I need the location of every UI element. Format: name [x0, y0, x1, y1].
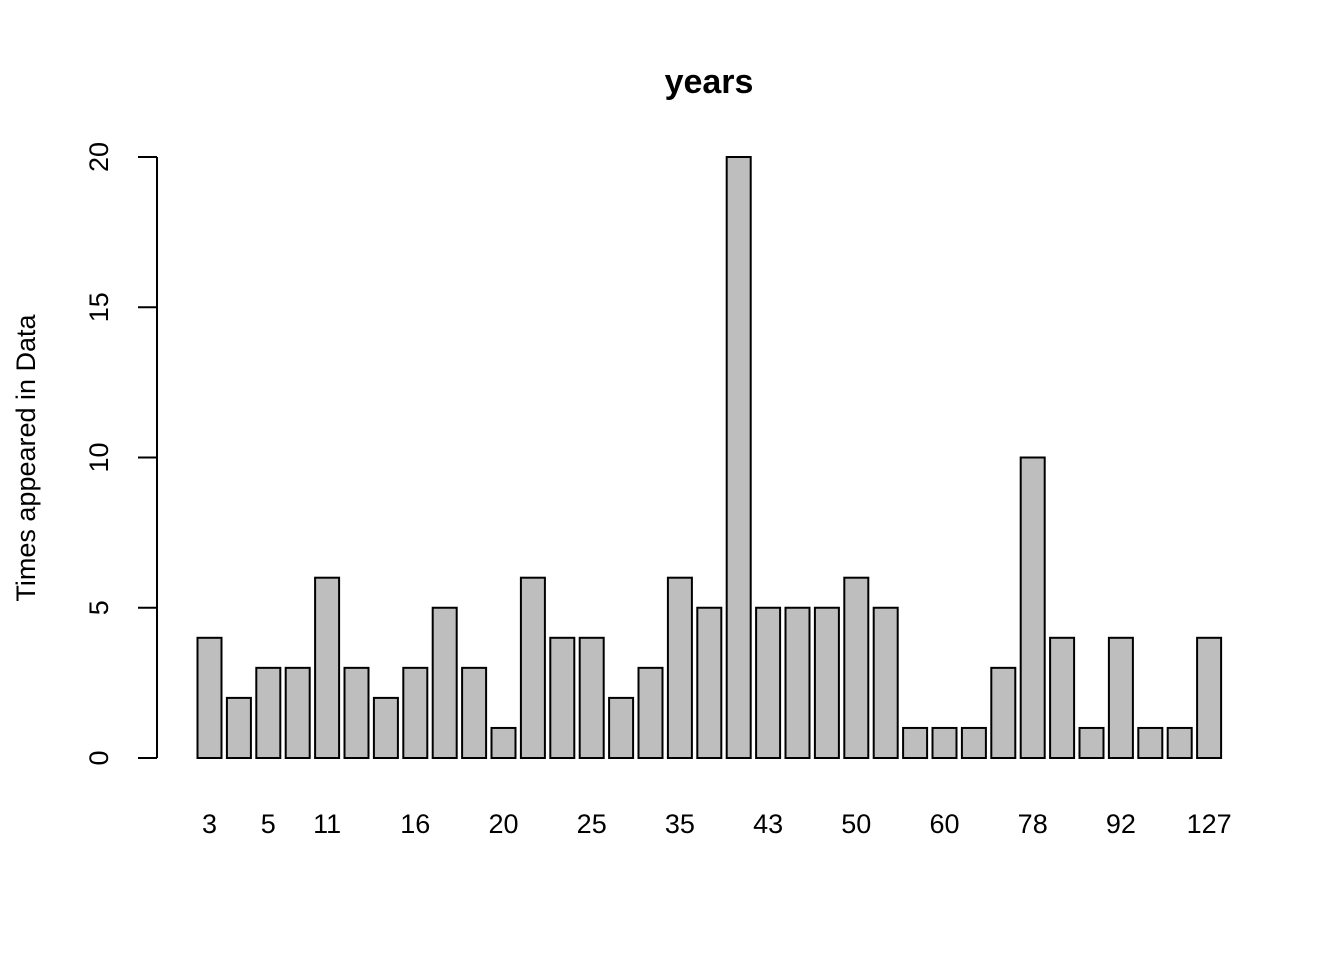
x-tick-label: 25: [577, 809, 607, 839]
x-tick-label: 78: [1018, 809, 1048, 839]
y-tick-label: 10: [84, 442, 114, 472]
x-tick-label: 11: [313, 809, 341, 839]
y-tick-label: 20: [84, 142, 114, 172]
bar: [431, 606, 458, 759]
bar: [1019, 456, 1046, 759]
x-tick-label: 60: [929, 809, 959, 839]
bars: [196, 156, 1223, 760]
y-axis: 0 5 10 15 20: [84, 142, 158, 766]
x-tick-label: 16: [400, 809, 430, 839]
x-tick-label: 5: [261, 809, 276, 839]
x-tick-label: 50: [841, 809, 871, 839]
bar: [196, 636, 223, 759]
y-axis-label: Times appeared in Data: [11, 313, 41, 601]
bar: [931, 726, 958, 760]
bar: [343, 666, 370, 759]
bar: [549, 636, 576, 759]
x-tick-labels: 3 5 11 16 20 25 35 43 50 60 78 92 127: [202, 809, 1232, 839]
x-tick-label: 43: [753, 809, 783, 839]
bar: [1137, 726, 1164, 760]
x-tick-label: 127: [1187, 809, 1232, 839]
bar: [225, 696, 252, 760]
bar: [990, 666, 1017, 759]
bar: [519, 576, 546, 760]
bar: [960, 726, 987, 760]
y-tick-label: 5: [84, 600, 114, 615]
bar: [461, 666, 488, 759]
bar: [666, 576, 693, 760]
bar: [872, 606, 899, 759]
bar: [784, 606, 811, 759]
bar: [813, 606, 840, 759]
y-tick-label: 15: [84, 292, 114, 322]
bar: [696, 606, 723, 759]
chart-title: years: [665, 63, 754, 101]
bar: [314, 576, 341, 760]
bar: [1196, 636, 1223, 759]
x-tick-label: 20: [488, 809, 518, 839]
bar: [1078, 726, 1105, 760]
bar: [284, 666, 311, 759]
bar: [725, 156, 752, 759]
bar: [755, 606, 782, 759]
y-tick-label: 0: [84, 750, 114, 765]
bar: [1049, 636, 1076, 759]
bar: [578, 636, 605, 759]
bar: [1166, 726, 1193, 760]
bar: [902, 726, 929, 760]
bar: [637, 666, 664, 759]
bar: [402, 666, 429, 759]
x-tick-label: 3: [202, 809, 217, 839]
x-tick-label: 92: [1106, 809, 1136, 839]
bar: [490, 726, 517, 760]
bar: [1107, 636, 1134, 759]
bar: [372, 696, 399, 760]
x-tick-label: 35: [665, 809, 695, 839]
bar: [255, 666, 282, 759]
bar: [608, 696, 635, 760]
bar: [843, 576, 870, 760]
